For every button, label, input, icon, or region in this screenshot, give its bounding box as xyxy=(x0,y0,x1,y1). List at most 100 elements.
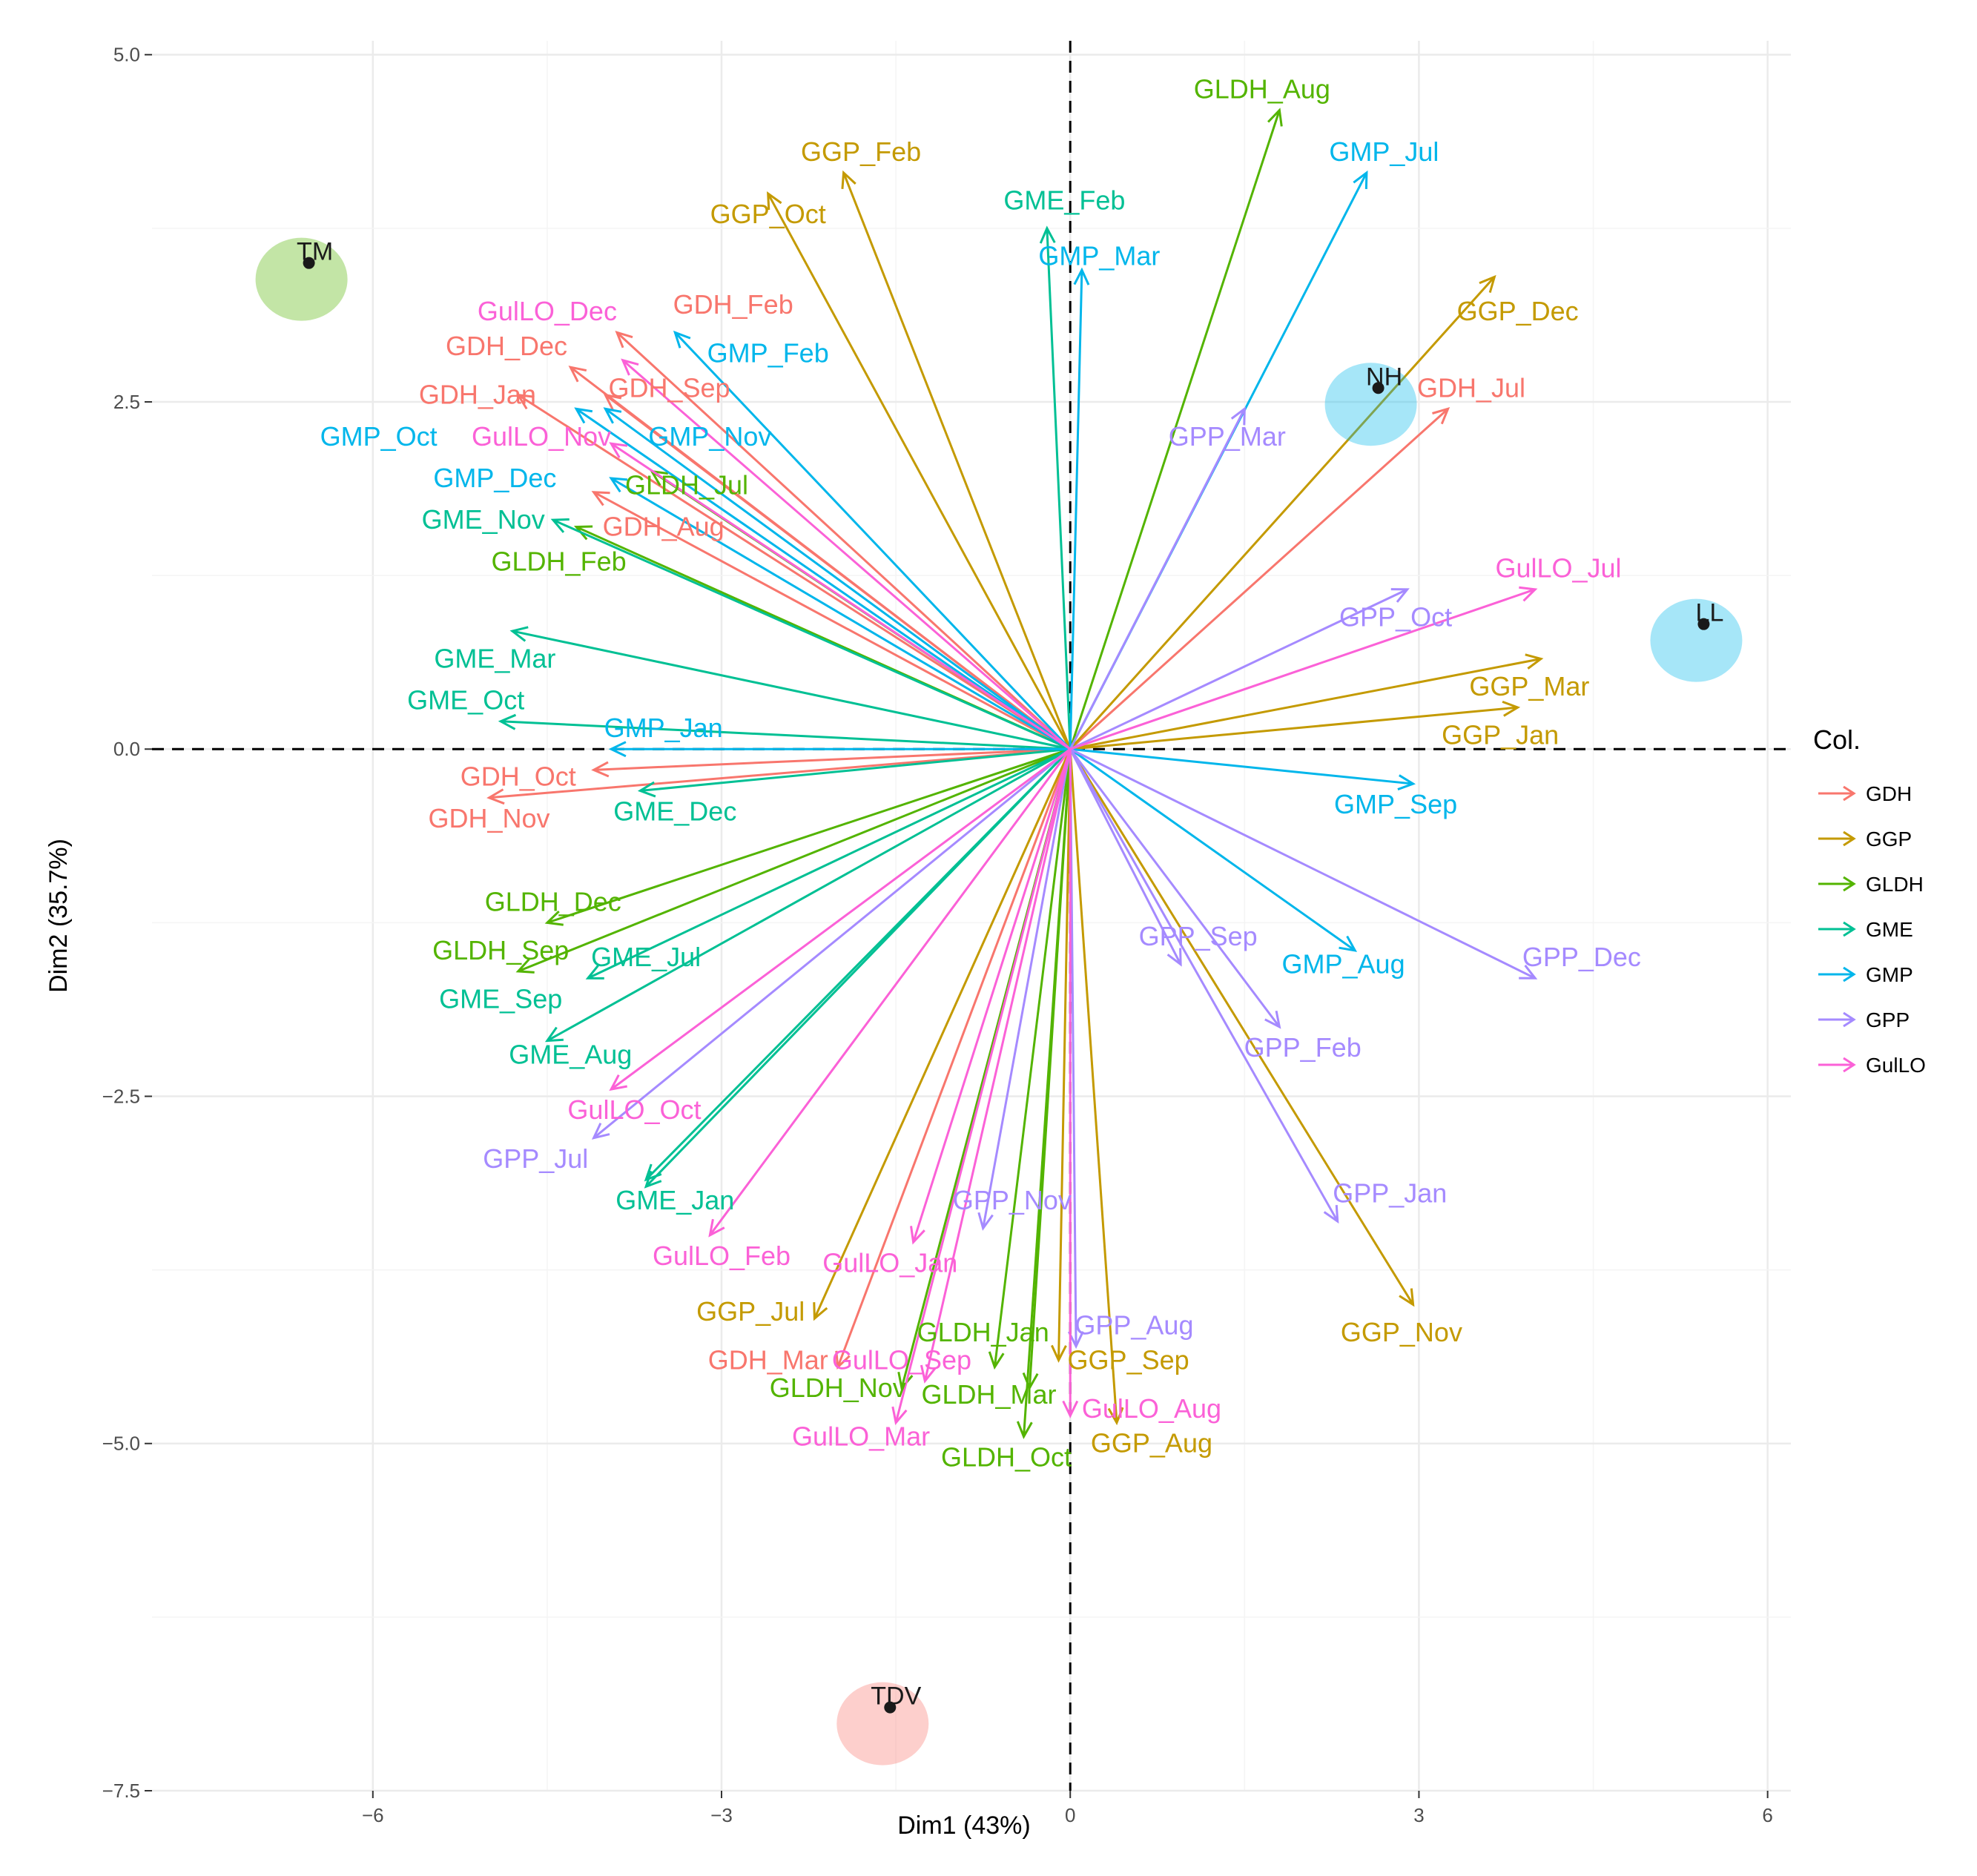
legend-label: GMP xyxy=(1866,963,1913,986)
arrow-head xyxy=(1073,267,1090,285)
variable-arrow xyxy=(621,358,1072,750)
variable-arrow xyxy=(977,748,1072,1231)
arrow-head xyxy=(1039,225,1056,244)
arrow-shaft xyxy=(709,748,1072,1236)
variable-label: GDH_Nov xyxy=(429,803,550,833)
axes: −6 −3 0 3 6 5.0 2.5 0.0 −2.5 −5.0 −7.5 xyxy=(102,41,1791,1826)
variable-arrow xyxy=(1069,749,1124,1426)
variable-arrow xyxy=(515,747,1071,974)
arrow-shaft xyxy=(593,491,1071,750)
variable-arrow xyxy=(1039,225,1072,750)
arrow-head xyxy=(609,1074,628,1091)
arrow-shaft xyxy=(1070,706,1518,750)
arrow-shaft xyxy=(604,408,1072,750)
individual-points: TM NH LL TDV xyxy=(255,237,1743,1766)
variable-arrow xyxy=(835,748,1072,1370)
arrow-shaft xyxy=(621,359,1072,750)
variable-arrows xyxy=(486,108,1544,1439)
legend-key-arrowhead xyxy=(1843,1011,1856,1028)
legend-label: GulLO xyxy=(1866,1054,1926,1077)
variable-label: GPP_Jul xyxy=(483,1143,588,1174)
variable-arrow xyxy=(585,747,1071,980)
arrow-head xyxy=(637,781,656,798)
arrow-head xyxy=(509,626,529,642)
arrow-head xyxy=(1107,1407,1124,1426)
variable-label: GPP_Nov xyxy=(953,1185,1072,1215)
arrow-head xyxy=(591,1123,610,1140)
arrow-shaft xyxy=(1069,747,1536,980)
arrow-head xyxy=(708,1218,725,1238)
arrow-shaft xyxy=(610,442,1072,750)
legend-entry: GPP xyxy=(1818,1008,1910,1031)
arrow-shaft xyxy=(552,518,1071,750)
variable-label: GPP_Jan xyxy=(1333,1178,1447,1209)
arrow-head xyxy=(1519,965,1538,980)
arrow-head xyxy=(1016,1421,1033,1439)
arrow-head xyxy=(1525,653,1544,670)
variable-label: GME_Jul xyxy=(591,942,701,972)
arrow-head xyxy=(609,442,628,458)
variable-label: GME_Feb xyxy=(1003,185,1125,215)
legend-label: GPP xyxy=(1866,1008,1910,1031)
variable-arrow xyxy=(1069,748,1415,1307)
arrow-head xyxy=(977,1212,994,1231)
arrow-head xyxy=(1022,1372,1039,1391)
variable-label: GLDH_Mar xyxy=(921,1379,1056,1410)
arrow-head xyxy=(591,491,610,506)
individual-dot xyxy=(1697,618,1710,630)
arrow-head xyxy=(644,1170,662,1189)
arrow-head xyxy=(603,407,622,424)
variable-label: GulLO_Nov xyxy=(472,421,611,452)
arrow-head xyxy=(1432,407,1450,425)
arrow-shaft xyxy=(1069,408,1246,750)
legend: Col. GDH GGP GLDH GME GMP GPP GulLO xyxy=(1813,724,1926,1077)
arrow-shaft xyxy=(912,748,1072,1243)
variable-arrow xyxy=(1062,749,1079,1418)
arrow-shaft xyxy=(1069,748,1281,1028)
arrow-head xyxy=(615,330,633,349)
variable-arrow xyxy=(988,749,1072,1370)
variable-arrow xyxy=(1069,274,1496,750)
legend-label: GME xyxy=(1866,918,1913,941)
arrow-shaft xyxy=(842,172,1072,750)
variable-label: GulLO_Feb xyxy=(653,1241,791,1271)
variable-label: GGP_Dec xyxy=(1457,296,1579,326)
arrow-head xyxy=(673,330,691,349)
y-tick-label: 2.5 xyxy=(113,391,140,413)
legend-label: GDH xyxy=(1866,782,1912,805)
arrow-shaft xyxy=(1069,408,1449,750)
variable-arrow xyxy=(1050,749,1072,1363)
y-tick-label: −5.0 xyxy=(102,1433,140,1455)
arrow-head xyxy=(1339,935,1358,952)
legend-entry: GGP xyxy=(1818,828,1912,851)
arrow-shaft xyxy=(1069,748,1356,952)
arrow-head xyxy=(1397,774,1416,790)
arrow-shaft xyxy=(517,394,1072,750)
arrow-head xyxy=(1230,406,1246,426)
x-tick-label: −3 xyxy=(710,1804,733,1826)
arrow-shaft xyxy=(615,331,1072,750)
variable-arrow xyxy=(486,747,1071,805)
arrow-head xyxy=(1479,274,1496,293)
arrow-shaft xyxy=(1023,749,1072,1437)
variable-arrow xyxy=(673,330,1072,750)
arrow-shaft xyxy=(767,193,1072,750)
legend-label: GGP xyxy=(1866,828,1912,851)
legend-key-arrowhead xyxy=(1843,830,1856,847)
variable-arrow xyxy=(767,191,1072,750)
x-tick-label: 0 xyxy=(1065,1804,1075,1826)
variable-arrow xyxy=(1070,700,1521,750)
variable-arrow xyxy=(591,748,1072,1140)
arrow-shaft xyxy=(489,747,1071,799)
variable-label: GPP_Sep xyxy=(1139,921,1258,951)
individual-label: NH xyxy=(1366,363,1402,391)
variable-arrow xyxy=(1069,588,1410,750)
variable-label: GME_Jan xyxy=(615,1185,734,1215)
variable-arrow xyxy=(1069,406,1246,750)
arrow-head xyxy=(1399,1288,1415,1307)
variable-label: GDH_Oct xyxy=(461,762,576,792)
variable-arrow xyxy=(591,747,1071,778)
arrow-head xyxy=(920,1364,937,1384)
variable-label: GLDH_Nov xyxy=(770,1373,906,1403)
